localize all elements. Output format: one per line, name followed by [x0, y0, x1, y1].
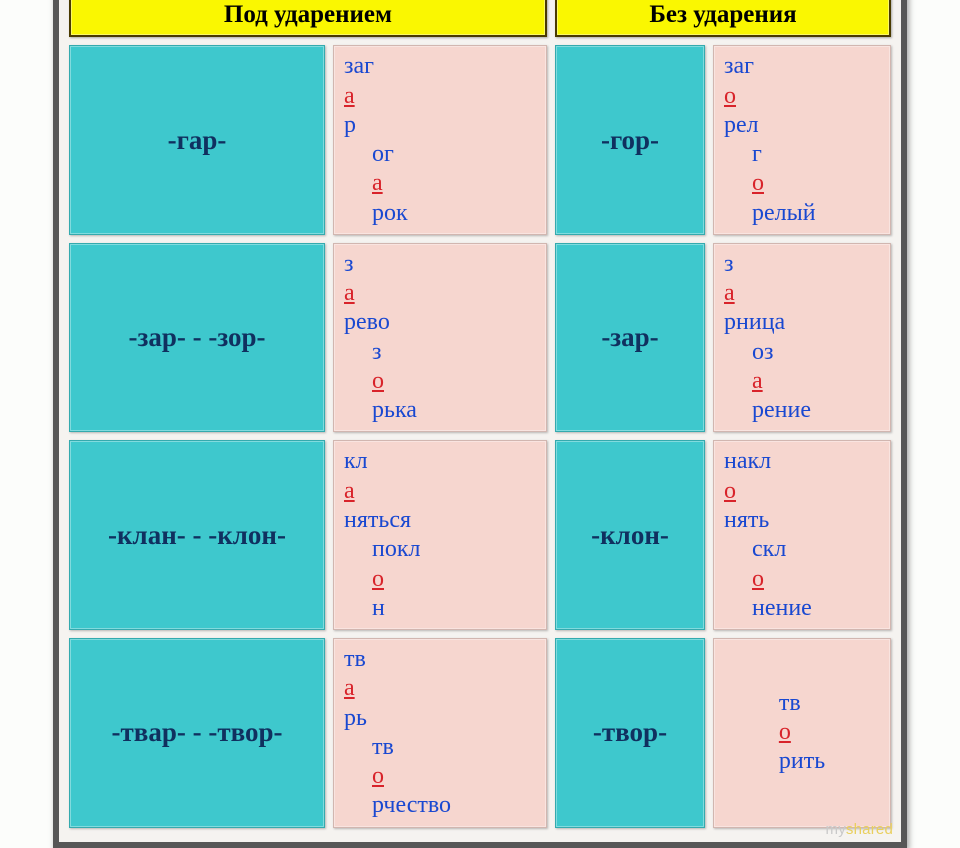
unstressed-examples: творить	[713, 638, 891, 828]
inner-frame: Правописание корней -гар- - -гор-, -зар-…	[59, 0, 901, 842]
stressed-examples: загар огарок	[333, 45, 547, 235]
header-unstressed: Без ударения	[555, 0, 891, 37]
stressed-examples: тварь творчество	[333, 638, 547, 828]
outer-frame: Правописание корней -гар- - -гор-, -зар-…	[53, 0, 907, 848]
unstressed-examples: наклонять склонение	[713, 440, 891, 630]
unstressed-root: -клон-	[555, 440, 705, 630]
table-row: -клан- - -клон- кланяться поклон -клон- …	[69, 440, 891, 630]
stressed-root: -зар- - -зор-	[69, 243, 325, 433]
stressed-examples: кланяться поклон	[333, 440, 547, 630]
watermark: myshared	[826, 821, 893, 838]
watermark-shared: shared	[846, 821, 893, 838]
unstressed-root: -зар-	[555, 243, 705, 433]
stressed-root: -клан- - -клон-	[69, 440, 325, 630]
unstressed-root: -гор-	[555, 45, 705, 235]
table-row: -гар- загар огарок -гор- загорел горелый	[69, 45, 891, 235]
stressed-root: -твар- - -твор-	[69, 638, 325, 828]
stressed-examples: зарево зорька	[333, 243, 547, 433]
unstressed-examples: загорел горелый	[713, 45, 891, 235]
stressed-root: -гар-	[69, 45, 325, 235]
table-row: -зар- - -зор- зарево зорька -зар- зарниц…	[69, 243, 891, 433]
unstressed-root: -твор-	[555, 638, 705, 828]
unstressed-examples: зарница озарение	[713, 243, 891, 433]
table-row: -твар- - -твор- тварь творчество -твор- …	[69, 638, 891, 828]
header-stressed: Под ударением	[69, 0, 547, 37]
header-row: Под ударением Без ударения	[69, 0, 891, 37]
watermark-my: my	[826, 821, 846, 838]
table-body: -гар- загар огарок -гор- загорел горелый…	[69, 45, 891, 827]
